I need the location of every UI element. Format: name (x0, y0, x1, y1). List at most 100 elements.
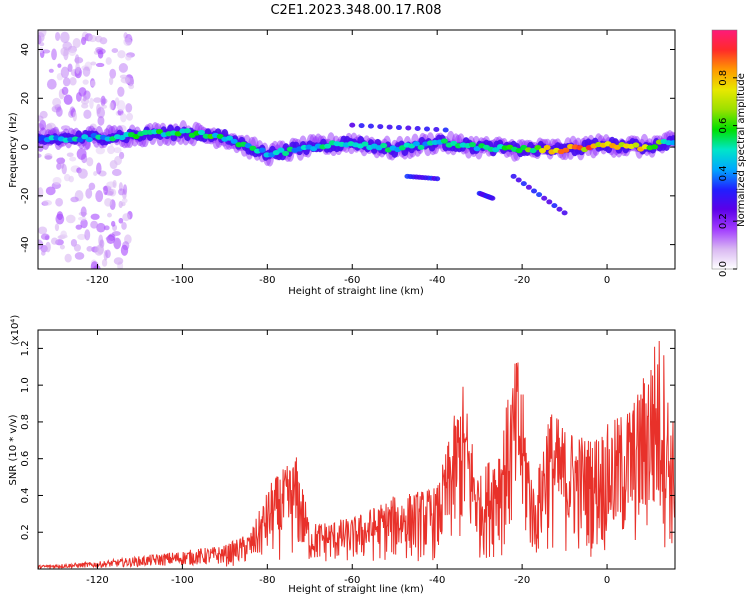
heatmap-branch (405, 125, 412, 131)
heatmap-speckle (104, 197, 113, 207)
spectrogram-panel: -120 -100 -80 -60 -40 -20 0 -40 -20 0 20 40 Height … (8, 29, 676, 297)
snr-x-tick-label: 0 (604, 575, 610, 586)
heatmap-speckle (119, 74, 128, 79)
heatmap-speckle (38, 187, 44, 198)
snr-frame (37, 329, 676, 570)
heatmap-speckle (125, 103, 133, 113)
heatmap-speckle (108, 77, 114, 86)
heatmap-speckle (56, 162, 62, 170)
heatmap-branch (520, 181, 527, 187)
heatmap-ridge-core (473, 146, 481, 152)
heatmap-branch (515, 177, 522, 183)
colorbar-frame (711, 29, 738, 270)
heatmap-ridge-core (85, 136, 93, 143)
heatmap-ridge-core (76, 137, 84, 143)
heatmap-ridge-core (562, 147, 570, 153)
heatmap-speckle (122, 213, 131, 222)
heatmap-ridge-core (468, 142, 476, 148)
heatmap-speckle (97, 115, 105, 126)
heatmap-branch (433, 127, 440, 133)
spectrogram-y-tick-label: 0 (20, 144, 31, 150)
heatmap-speckle (113, 257, 124, 265)
heatmap-speckle (55, 197, 64, 207)
heatmap-ridge-core (132, 133, 140, 140)
heatmap-speckle (56, 106, 63, 117)
heatmap-speckle (88, 182, 96, 191)
heatmap-ridge-core (155, 128, 163, 135)
heatmap-ridge-core (417, 144, 425, 150)
heatmap-speckle (126, 112, 134, 121)
spectrogram-x-tick-label: -60 (344, 275, 360, 286)
heatmap-speckle (101, 258, 108, 267)
heatmap-speckle (96, 107, 106, 119)
heatmap-speckle (44, 155, 53, 160)
heatmap-speckle (39, 119, 47, 131)
spectrogram-blobs (38, 30, 675, 269)
heatmap-speckle (120, 113, 127, 123)
heatmap-speckle (61, 86, 69, 96)
snr-multiplier-label: (x10⁴) (10, 315, 21, 346)
heatmap-speckle (67, 63, 73, 73)
spectrogram-y-tick-label: 40 (20, 43, 31, 56)
heatmap-speckle (40, 233, 50, 240)
heatmap-speckle (113, 147, 122, 154)
heatmap-speckle (77, 233, 87, 241)
heatmap-ridge-core (613, 144, 621, 150)
heatmap-speckle (80, 36, 87, 46)
spectrogram-x-label: Height of straight line (km) (288, 286, 424, 297)
colorbar-scale (712, 30, 737, 269)
heatmap-ridge-core (226, 135, 234, 141)
heatmap-branch (434, 176, 441, 182)
heatmap-speckle (80, 206, 87, 218)
heatmap-speckle (96, 162, 102, 175)
heatmap-speckle (113, 237, 122, 250)
heatmap-speckle (96, 222, 106, 233)
heatmap-speckle (103, 185, 108, 196)
colorbar-label: Normalized spectral amplitude (736, 73, 747, 227)
heatmap-speckle (88, 34, 97, 43)
heatmap-speckle (42, 199, 53, 206)
heatmap-speckle (121, 221, 127, 230)
heatmap-speckle (82, 66, 91, 77)
heatmap-branch (377, 124, 384, 130)
snr-x-tick-label: -20 (514, 575, 530, 586)
heatmap-speckle (94, 35, 103, 43)
spectrogram-y-tick-label: 20 (20, 92, 31, 105)
heatmap-speckle (38, 226, 48, 235)
heatmap-speckle (55, 31, 61, 41)
heatmap-branch (546, 199, 553, 205)
snr-x-tick-label: -60 (344, 575, 360, 586)
heatmap-speckle (81, 103, 89, 109)
snr-y-tick-label: 0.8 (20, 414, 31, 430)
heatmap-speckle (82, 95, 87, 102)
heatmap-speckle (38, 115, 44, 122)
spectrogram-x-tick-label: -80 (259, 275, 275, 286)
spectrogram-heatmap (38, 30, 675, 269)
spectrogram-x-tick-label: -40 (429, 275, 445, 286)
heatmap-speckle (60, 157, 65, 169)
heatmap-speckle (105, 249, 111, 259)
snr-x-tick-label: -40 (429, 575, 445, 586)
heatmap-ridge-core (277, 147, 285, 153)
heatmap-branch (510, 173, 517, 179)
heatmap-ridge-core (282, 150, 290, 157)
colorbar-tick-label: 0.4 (718, 165, 729, 181)
heatmap-speckle (93, 265, 101, 269)
heatmap-speckle (114, 155, 122, 166)
snr-y-tick-label: 0.6 (20, 451, 31, 467)
snr-y-tick-label: 1.2 (20, 340, 31, 356)
heatmap-speckle (60, 46, 70, 57)
heatmap-ridge-core (492, 147, 500, 153)
heatmap-speckle (123, 37, 132, 47)
heatmap-speckle (45, 186, 56, 196)
snr-ticks: -120 -100 -80 -60 -40 -20 0 0.2 0.4 0.6 0.8 1.0 1.2 (20, 330, 675, 586)
snr-y-tick-label: 1.0 (20, 377, 31, 393)
heatmap-ridge-core (118, 134, 126, 141)
heatmap-ridge-core (197, 129, 205, 136)
heatmap-speckle (63, 173, 71, 182)
spectrogram-ticks: -120 -100 -80 -60 -40 -20 0 -40 -20 0 20 40 (20, 30, 675, 286)
heatmap-speckle (111, 168, 122, 177)
heatmap-speckle (83, 109, 92, 120)
heatmap-speckle (109, 102, 114, 110)
heatmap-branch (541, 195, 548, 201)
